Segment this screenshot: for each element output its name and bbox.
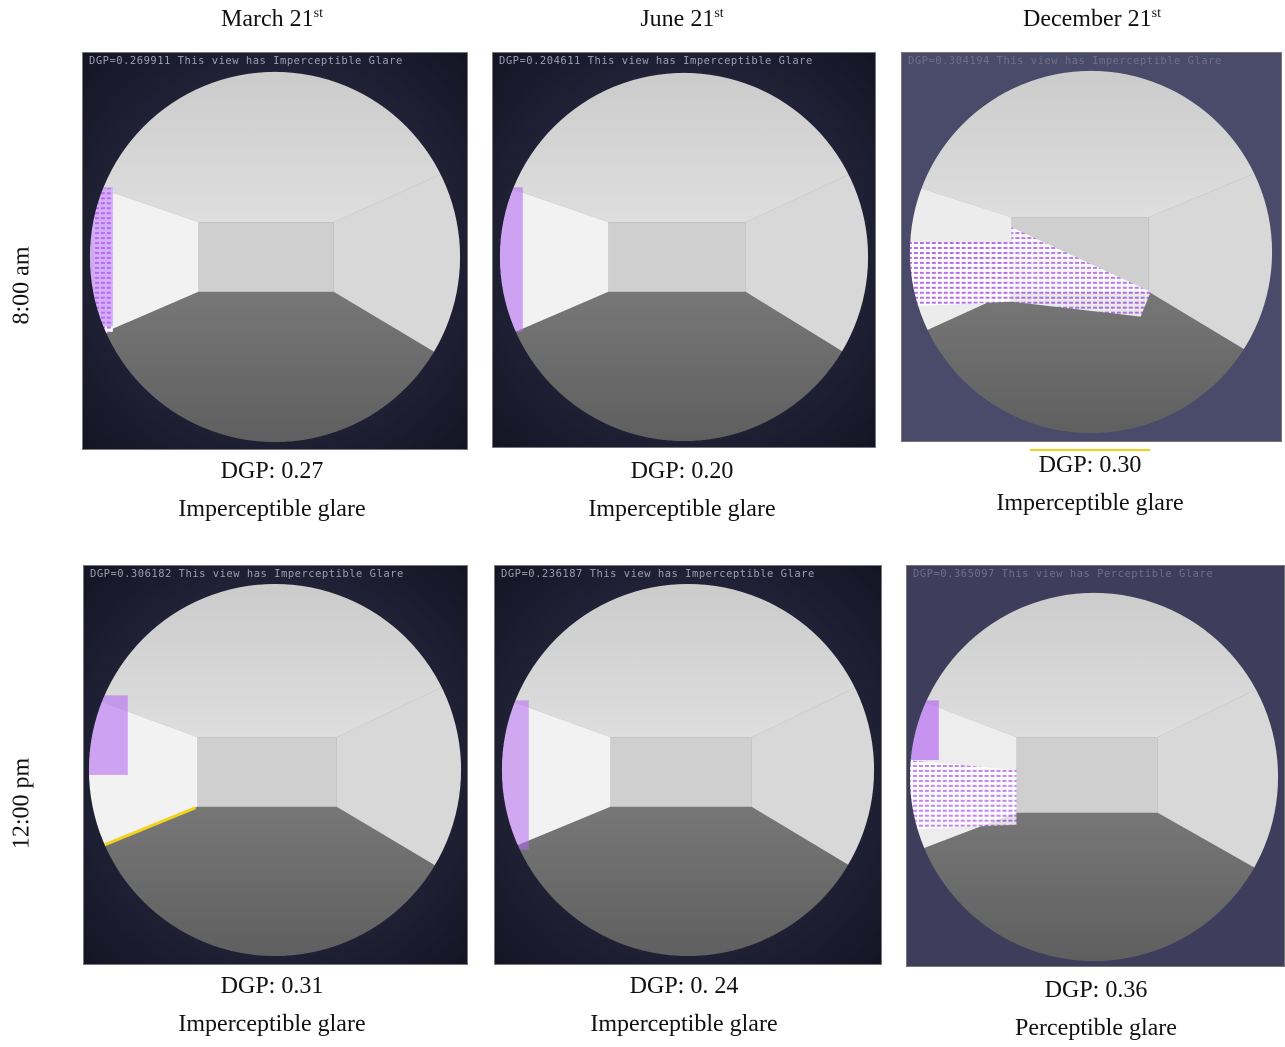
rendering-header: DGP=0.236187 This view has Imperceptible… (501, 568, 815, 580)
glare-class: Imperceptible glare (178, 1011, 366, 1037)
column-header-december: December 21st (892, 6, 1285, 33)
dgp-value: DGP: 0.20 (630, 458, 734, 484)
caption-june-12pm: DGP: 0. 24 Imperceptible glare (484, 967, 884, 1043)
dgp-value: DGP: 0.36 (1044, 977, 1148, 1003)
column-header-label: March 21 (221, 6, 314, 32)
fisheye-room-view (83, 53, 467, 449)
glare-class: Imperceptible glare (588, 496, 776, 522)
column-header-suffix: st (714, 6, 724, 21)
caption-december-12pm: DGP: 0.36 Perceptible glare (896, 971, 1285, 1047)
fisheye-room-view (495, 566, 881, 964)
rendering-header: DGP=0.269911 This view has Imperceptible… (89, 55, 403, 67)
glare-class: Imperceptible glare (590, 1011, 778, 1037)
column-header-suffix: st (1151, 6, 1161, 21)
glare-class: Perceptible glare (1015, 1015, 1177, 1041)
caption-march-8am: DGP: 0.27 Imperceptible glare (72, 452, 472, 528)
glare-class: Imperceptible glare (178, 496, 366, 522)
rendering-header: DGP=0.306182 This view has Imperceptible… (90, 568, 404, 580)
rendering-header: DGP=0.204611 This view has Imperceptible… (499, 55, 813, 67)
caption-march-12pm: DGP: 0.31 Imperceptible glare (72, 967, 472, 1043)
dgp-value: DGP: 0.31 (220, 973, 324, 999)
glare-rendering-june-8am: DGP=0.204611 This view has Imperceptible… (492, 52, 876, 448)
rendering-header: DGP=0.365097 This view has Perceptible G… (913, 568, 1214, 580)
glare-rendering-june-12pm: DGP=0.236187 This view has Imperceptible… (494, 565, 882, 965)
fisheye-room-view (902, 53, 1281, 441)
glare-rendering-march-8am: DGP=0.269911 This view has Imperceptible… (82, 52, 468, 450)
caption-december-8am: DGP: 0.30 Imperceptible glare (890, 446, 1285, 522)
rendering-header: DGP=0.304194 This view has Imperceptible… (908, 55, 1222, 67)
column-header-label: June 21 (640, 6, 715, 32)
column-header-march: March 21st (72, 6, 472, 33)
dgp-value: DGP: 0.27 (220, 458, 324, 484)
glare-rendering-december-8am: DGP=0.304194 This view has Imperceptible… (901, 52, 1282, 442)
row-label-noon: 12:00 pm (8, 757, 35, 850)
column-header-june: June 21st (482, 6, 882, 33)
dgp-value: DGP: 0.30 (1038, 452, 1142, 478)
fisheye-room-view (907, 566, 1284, 966)
annotation-underline (1030, 449, 1150, 451)
dgp-value: DGP: 0. 24 (629, 973, 739, 999)
row-label-morning: 8:00 am (8, 246, 35, 325)
column-header-suffix: st (313, 6, 323, 21)
glare-rendering-december-12pm: DGP=0.365097 This view has Perceptible G… (906, 565, 1285, 967)
column-header-label: December 21 (1023, 6, 1152, 32)
glare-class: Imperceptible glare (996, 490, 1184, 516)
caption-june-8am: DGP: 0.20 Imperceptible glare (482, 452, 882, 528)
glare-rendering-march-12pm: DGP=0.306182 This view has Imperceptible… (83, 565, 468, 965)
fisheye-room-view (84, 566, 467, 964)
fisheye-room-view (493, 53, 875, 447)
